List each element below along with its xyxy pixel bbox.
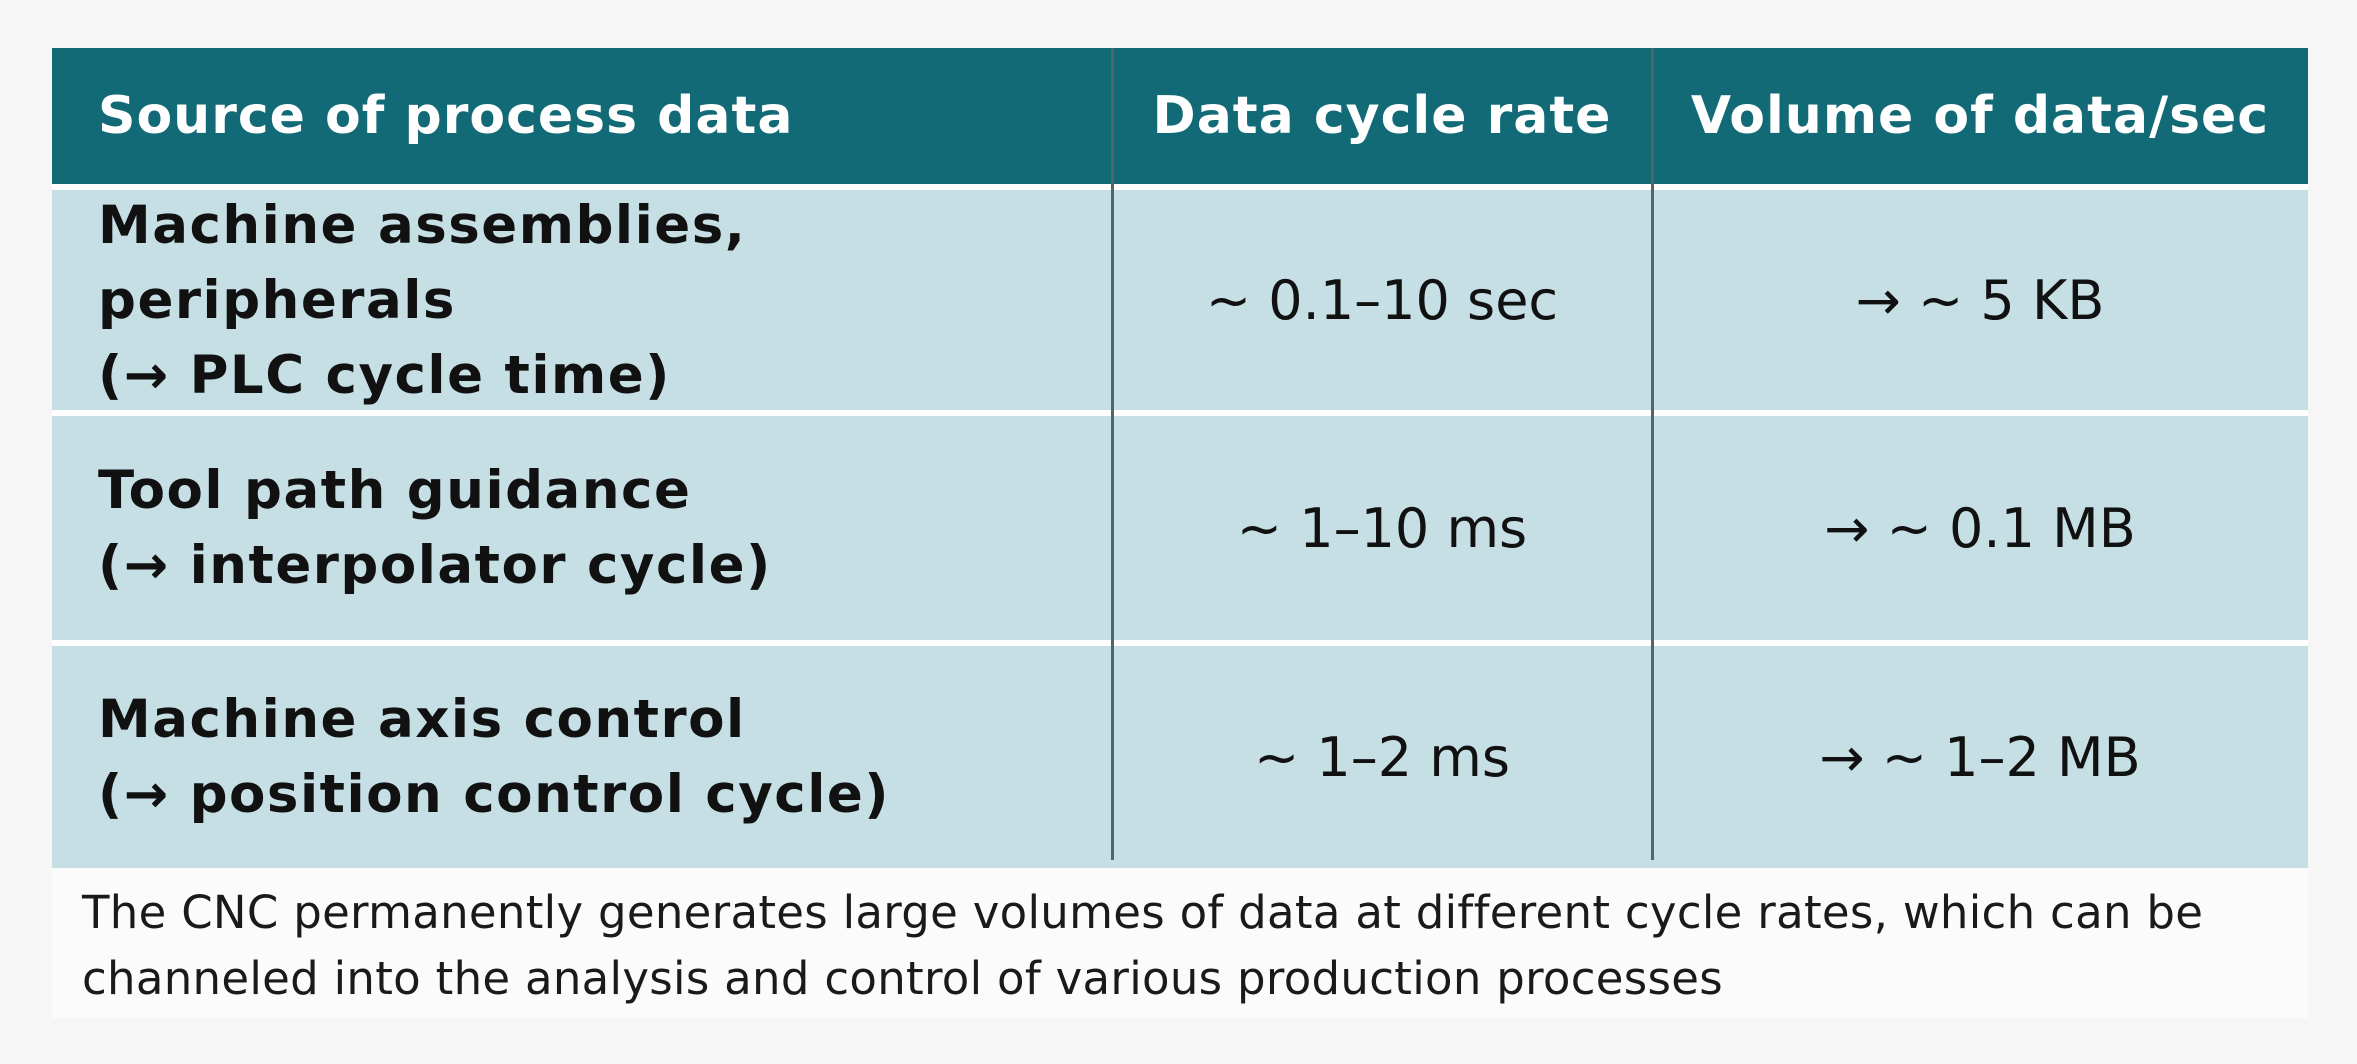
row-3-source: Machine axis control (→ position control… xyxy=(52,646,1112,868)
column-divider-2 xyxy=(1651,48,1654,860)
row-3-source-line2: (→ position control cycle) xyxy=(98,764,891,825)
row-3-cycle-rate: ~ 1–2 ms xyxy=(1112,646,1652,868)
row-1-source-line2: (→ PLC cycle time) xyxy=(98,344,671,406)
row-2-cycle-rate: ~ 1–10 ms xyxy=(1112,416,1652,640)
column-divider-1 xyxy=(1111,48,1114,860)
row-1-volume: → ~ 5 KB xyxy=(1652,190,2308,410)
row-2-source-line1: Tool path guidance xyxy=(98,460,692,521)
row-1-source-line1: Machine assemblies, peripherals xyxy=(98,194,747,331)
row-2-volume: → ~ 0.1 MB xyxy=(1652,416,2308,640)
header-source: Source of process data xyxy=(52,48,1112,184)
caption-line-1: The CNC permanently generates large volu… xyxy=(82,886,2204,939)
header-cycle-rate: Data cycle rate xyxy=(1112,48,1652,184)
figure-panel: Source of process data Data cycle rate V… xyxy=(52,48,2308,1018)
row-2-source: Tool path guidance (→ interpolator cycle… xyxy=(52,416,1112,640)
figure-caption: The CNC permanently generates large volu… xyxy=(82,880,2282,1012)
row-3-source-line1: Machine axis control xyxy=(98,689,746,750)
row-1-cycle-rate: ~ 0.1–10 sec xyxy=(1112,190,1652,410)
process-data-table: Source of process data Data cycle rate V… xyxy=(52,48,2308,868)
row-2-source-line2: (→ interpolator cycle) xyxy=(98,535,772,596)
row-3-volume: → ~ 1–2 MB xyxy=(1652,646,2308,868)
row-1-source: Machine assemblies, peripherals (→ PLC c… xyxy=(52,190,1112,410)
header-volume: Volume of data/sec xyxy=(1652,48,2308,184)
caption-line-2: channeled into the analysis and control … xyxy=(82,952,1724,1005)
